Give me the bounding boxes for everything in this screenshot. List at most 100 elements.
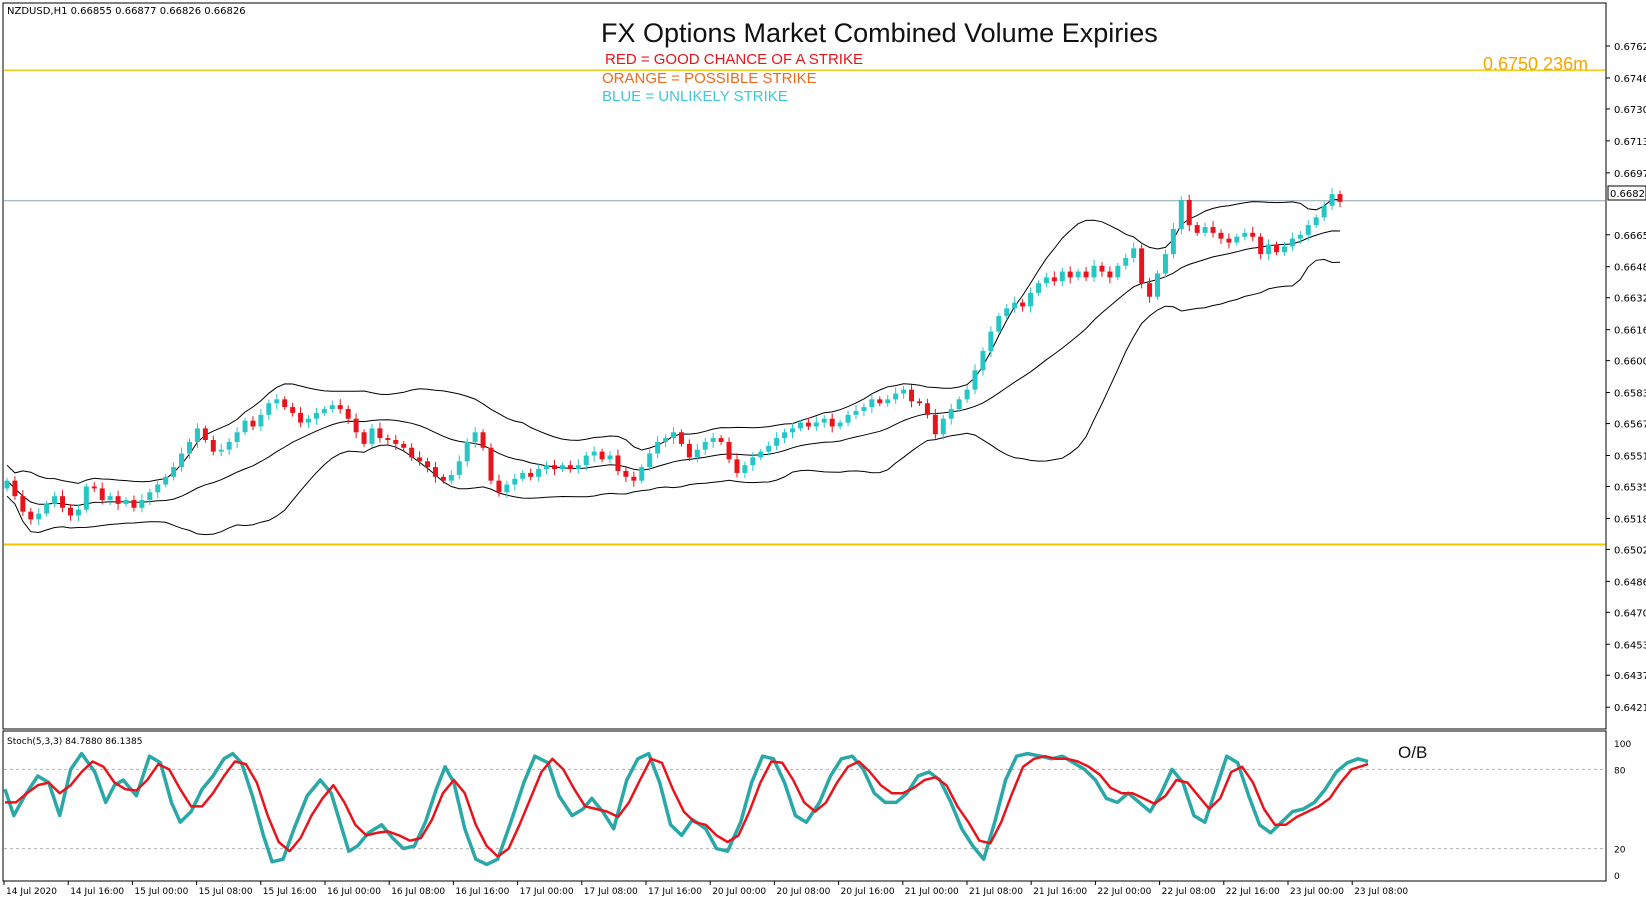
candle-body <box>742 465 748 473</box>
candle-body <box>853 410 859 415</box>
candle-body <box>1107 271 1113 278</box>
candle-body <box>1178 199 1184 229</box>
candle-body <box>448 474 454 481</box>
candle-body <box>567 465 573 470</box>
candle-body <box>813 422 819 427</box>
candle-body <box>845 414 851 423</box>
candle-body <box>536 469 542 477</box>
candle-body <box>901 389 907 394</box>
candle-body <box>496 480 502 493</box>
candle-body <box>432 467 438 477</box>
candle-body <box>1123 258 1129 266</box>
current-price-tag <box>1607 185 1646 201</box>
candle-body <box>1305 225 1311 235</box>
stoch-level-label: 0 <box>1614 872 1620 882</box>
price-tick-label: 0.64210 <box>1614 703 1646 714</box>
candle-body <box>83 486 89 510</box>
stoch-level-label: 20 <box>1614 846 1626 856</box>
candle-body <box>163 476 169 485</box>
candle-body <box>1155 273 1161 297</box>
price-tick-label: 0.67625 <box>1614 42 1646 53</box>
candle-body <box>1210 227 1216 233</box>
time-tick-label: 20 Jul 16:00 <box>841 887 895 897</box>
candle-body <box>123 500 129 504</box>
bb-middle-line <box>6 230 1341 506</box>
candle-body <box>671 432 676 439</box>
candle-body <box>488 447 494 481</box>
time-tick-label: 15 Jul 00:00 <box>134 887 188 897</box>
time-tick-label: 16 Jul 16:00 <box>455 887 509 897</box>
time-tick-label: 17 Jul 08:00 <box>584 887 638 897</box>
candle-body <box>12 480 18 497</box>
candle-body <box>623 470 629 477</box>
candle-body <box>766 445 772 452</box>
candle-body <box>655 441 661 454</box>
candle-body <box>1258 236 1264 255</box>
chart-title: FX Options Market Combined Volume Expiri… <box>601 18 1158 48</box>
candle-body <box>393 440 399 444</box>
legend-blue: BLUE = UNLIKELY STRIKE <box>602 88 788 105</box>
time-tick-label: 21 Jul 00:00 <box>905 887 959 897</box>
candle-body <box>1329 194 1335 206</box>
candle-body <box>472 432 478 442</box>
candle-body <box>821 418 827 423</box>
candle-body <box>512 478 518 485</box>
candle-body <box>678 432 684 444</box>
stoch-level-label: 100 <box>1614 740 1631 750</box>
candle-body <box>36 513 42 520</box>
current-price-label: 0.66826 <box>1610 189 1646 200</box>
candle-body <box>1059 271 1065 282</box>
candle-body <box>266 403 272 415</box>
candle-body <box>583 455 589 466</box>
candle-body <box>980 350 986 371</box>
candle-body <box>948 409 954 419</box>
candle-body <box>480 432 486 448</box>
candle-body <box>647 453 653 468</box>
time-tick-label: 22 Jul 00:00 <box>1097 887 1151 897</box>
time-axis: 14 Jul 2020 14 Jul 16:00 15 Jul 00:00 15 Ju… <box>3 881 1408 897</box>
time-tick-label: 15 Jul 16:00 <box>263 887 317 897</box>
candle-body <box>607 455 613 460</box>
candle-body <box>909 389 915 402</box>
candle-body <box>417 457 423 462</box>
candle-body <box>1099 265 1105 272</box>
price-tick-label: 0.65675 <box>1614 420 1646 431</box>
candle-body <box>1313 217 1319 226</box>
candle-body <box>1004 308 1010 317</box>
bb-lower-line <box>6 258 1341 536</box>
candle-body <box>274 399 280 404</box>
symbol-header: NZDUSD,H1 0.66855 0.66877 0.66826 0.6682… <box>7 6 246 17</box>
price-tick-label: 0.65835 <box>1614 389 1646 400</box>
candle-body <box>115 496 121 504</box>
price-tick-label: 0.64535 <box>1614 640 1646 651</box>
price-tick-label: 0.64375 <box>1614 671 1646 682</box>
candle-body <box>916 401 922 404</box>
candle-body <box>28 511 34 520</box>
time-tick-label: 20 Jul 00:00 <box>712 887 766 897</box>
expiry-label: 0.6750 236m <box>1483 54 1588 74</box>
candle-body <box>702 441 708 450</box>
time-tick-label: 17 Jul 16:00 <box>648 887 702 897</box>
candle-body <box>139 500 145 508</box>
candle-body <box>377 428 383 439</box>
candle-body <box>440 476 446 481</box>
time-tick-label: 14 Jul 2020 <box>6 887 57 897</box>
candle-body <box>321 409 327 413</box>
candle-body <box>1028 292 1034 307</box>
candle-body <box>258 414 264 427</box>
candle-body <box>996 316 1002 332</box>
candle-body <box>528 472 534 477</box>
candle-body <box>869 399 875 408</box>
candle-body <box>1139 248 1145 284</box>
candle-body <box>575 465 581 470</box>
candle-body <box>353 418 359 433</box>
candle-body <box>60 496 66 508</box>
candle-body <box>313 412 319 419</box>
candle-body <box>1043 277 1049 284</box>
candle-body <box>1186 199 1192 226</box>
stoch-axis: 100 80 20 0 <box>1614 740 1631 882</box>
